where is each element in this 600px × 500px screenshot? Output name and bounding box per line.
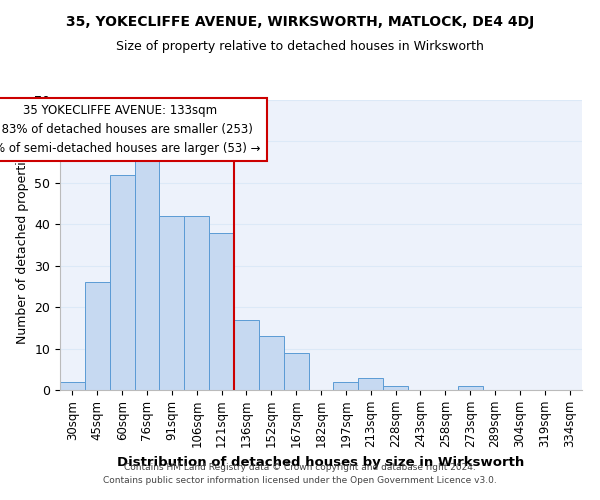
- Bar: [184, 216, 209, 390]
- Bar: [134, 158, 160, 390]
- Bar: [383, 386, 408, 390]
- Text: Contains HM Land Registry data © Crown copyright and database right 2024.
Contai: Contains HM Land Registry data © Crown c…: [103, 464, 497, 485]
- Bar: [259, 336, 284, 390]
- Y-axis label: Number of detached properties: Number of detached properties: [16, 146, 29, 344]
- Bar: [284, 352, 308, 390]
- Text: Size of property relative to detached houses in Wirksworth: Size of property relative to detached ho…: [116, 40, 484, 53]
- Bar: [110, 174, 134, 390]
- Text: 35, YOKECLIFFE AVENUE, WIRKSWORTH, MATLOCK, DE4 4DJ: 35, YOKECLIFFE AVENUE, WIRKSWORTH, MATLO…: [66, 15, 534, 29]
- Text: 35 YOKECLIFFE AVENUE: 133sqm
← 83% of detached houses are smaller (253)
17% of s: 35 YOKECLIFFE AVENUE: 133sqm ← 83% of de…: [0, 104, 261, 156]
- Bar: [458, 386, 482, 390]
- Bar: [358, 378, 383, 390]
- Bar: [334, 382, 358, 390]
- Bar: [234, 320, 259, 390]
- Bar: [209, 232, 234, 390]
- X-axis label: Distribution of detached houses by size in Wirksworth: Distribution of detached houses by size …: [118, 456, 524, 468]
- Bar: [85, 282, 110, 390]
- Bar: [160, 216, 184, 390]
- Bar: [60, 382, 85, 390]
